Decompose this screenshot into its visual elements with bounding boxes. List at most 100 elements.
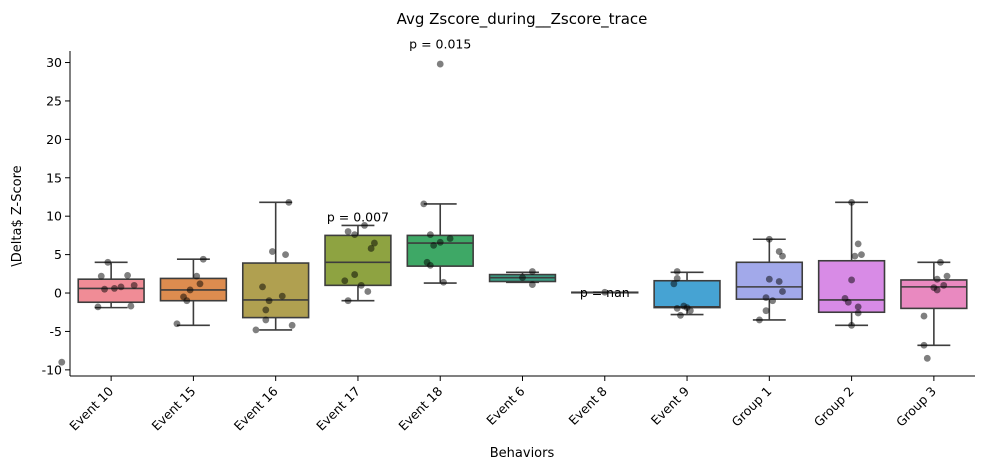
p-value-annotation: p = 0.015 xyxy=(409,37,471,52)
data-point xyxy=(186,286,194,294)
data-point xyxy=(686,307,694,315)
data-point xyxy=(262,306,270,314)
data-point xyxy=(937,258,944,266)
x-tick-label: Event 18 xyxy=(395,383,445,433)
y-tick-label: 20 xyxy=(46,132,62,147)
y-tick-label: 5 xyxy=(54,247,62,262)
data-point xyxy=(858,251,865,259)
x-tick-label: Group 2 xyxy=(811,384,857,430)
data-point xyxy=(854,309,862,317)
data-point xyxy=(127,302,135,310)
y-tick-label: 25 xyxy=(46,93,62,108)
data-point xyxy=(943,272,951,280)
box-event-10 xyxy=(77,278,145,304)
data-point xyxy=(130,281,138,289)
data-point xyxy=(341,277,349,285)
data-point xyxy=(364,288,372,295)
data-point xyxy=(183,297,191,305)
x-tick-label: Group 3 xyxy=(893,384,939,430)
x-tick-label: Group 1 xyxy=(728,384,774,430)
y-tick-label: -5 xyxy=(50,324,62,339)
data-point xyxy=(259,283,266,291)
data-point xyxy=(351,271,359,278)
data-point xyxy=(677,311,684,319)
x-tick-label: Event 15 xyxy=(149,384,199,434)
data-point xyxy=(440,278,447,286)
data-point xyxy=(854,240,862,248)
data-point xyxy=(765,275,773,283)
data-point xyxy=(278,292,286,300)
data-point xyxy=(357,281,365,289)
data-point xyxy=(940,281,948,289)
data-point xyxy=(268,248,276,255)
y-tick-label: -10 xyxy=(42,362,62,377)
data-point xyxy=(94,303,102,311)
plot-area: -10 -5 0 5 10 15 20 25 30 Event 10 Event 15 Event 1… xyxy=(42,37,975,434)
data-point xyxy=(769,297,777,305)
data-point xyxy=(252,326,260,334)
data-point xyxy=(124,271,131,279)
data-point xyxy=(601,288,609,296)
data-point xyxy=(104,258,112,266)
x-tick-label: Event 17 xyxy=(313,384,363,434)
chart-title: Avg Zscore_during__Zscore_trace xyxy=(397,10,648,29)
y-tick-label: 10 xyxy=(46,209,62,224)
data-point xyxy=(779,288,786,295)
box-event-16 xyxy=(241,262,310,319)
y-tick-label: 30 xyxy=(46,55,62,70)
box-group-2 xyxy=(817,259,886,314)
p-value-annotation: p = 0.007 xyxy=(327,210,389,225)
data-point xyxy=(193,272,201,280)
data-point xyxy=(933,275,941,283)
data-point xyxy=(670,280,678,288)
data-point xyxy=(528,268,536,275)
y-axis-label: \Delta$ Z-Score xyxy=(10,165,25,266)
data-point xyxy=(854,303,862,311)
data-point xyxy=(779,252,786,260)
x-tick-label: Event 9 xyxy=(648,383,692,427)
data-point xyxy=(430,241,438,249)
data-point xyxy=(436,238,444,246)
data-point xyxy=(446,235,454,242)
data-point xyxy=(351,231,359,239)
data-point xyxy=(933,286,941,294)
data-point xyxy=(426,231,434,239)
data-point xyxy=(262,316,270,324)
box-event-17 xyxy=(324,234,392,287)
box-event-18 xyxy=(406,234,474,267)
data-point xyxy=(765,235,773,243)
data-point xyxy=(371,239,378,247)
data-point xyxy=(265,297,273,305)
data-point xyxy=(344,228,352,235)
box-event-9 xyxy=(653,279,721,309)
data-point xyxy=(851,252,859,260)
data-point xyxy=(285,198,293,206)
data-point xyxy=(436,60,444,68)
data-point xyxy=(528,281,536,288)
data-point xyxy=(196,280,204,288)
data-point xyxy=(923,354,931,362)
data-point xyxy=(97,272,105,280)
data-point xyxy=(775,278,783,285)
data-point xyxy=(848,321,855,329)
y-tick-label: 15 xyxy=(46,170,62,185)
data-point xyxy=(361,222,368,229)
data-point xyxy=(58,358,66,366)
data-point xyxy=(101,285,108,293)
data-point xyxy=(344,297,352,305)
data-point xyxy=(367,245,375,252)
data-point xyxy=(673,275,681,282)
data-point xyxy=(111,285,118,292)
data-point xyxy=(282,251,289,259)
data-point xyxy=(673,268,681,275)
data-point xyxy=(848,276,855,284)
data-point xyxy=(762,307,770,315)
y-tick-label: 0 xyxy=(54,286,62,301)
data-point xyxy=(199,255,207,263)
data-point xyxy=(848,198,855,206)
data-point xyxy=(756,316,763,324)
data-point xyxy=(920,341,928,349)
x-tick-label: Event 16 xyxy=(231,383,281,433)
data-point xyxy=(519,274,526,282)
